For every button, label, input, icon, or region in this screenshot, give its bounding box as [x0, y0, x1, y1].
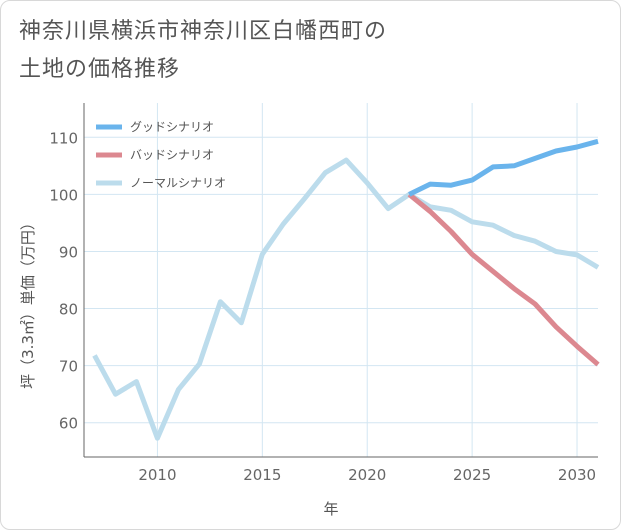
x-axis-title: 年	[323, 500, 338, 518]
y-tick-label: 70	[59, 358, 78, 376]
y-tick-label: 90	[59, 243, 78, 261]
x-tick-label: 2010	[138, 466, 176, 484]
y-tick-label: 110	[49, 129, 78, 147]
y-tick-label: 80	[59, 301, 78, 319]
chart-title-line-1: 神奈川県横浜市神奈川区白幡西町の	[19, 19, 388, 44]
chart-title: 神奈川県横浜市神奈川区白幡西町の 土地の価格推移	[19, 13, 579, 89]
y-tick-label: 100	[49, 186, 78, 204]
legend-label: グッドシナリオ	[130, 120, 214, 134]
series-line-1	[408, 138, 599, 197]
x-tick-label: 2030	[558, 466, 596, 484]
legend-label: ノーマルシナリオ	[130, 176, 226, 190]
chart-title-line-2: 土地の価格推移	[19, 57, 181, 82]
grid-lines	[84, 103, 598, 457]
series-layer	[92, 138, 600, 441]
axes: 2010 2015 2020 2025 2030 60 70 80 90 100 110	[49, 103, 598, 484]
y-tick-label: 60	[59, 415, 78, 433]
x-tick-label: 2020	[348, 466, 386, 484]
series-line-3	[92, 157, 600, 441]
legend-label: バッドシナリオ	[130, 148, 214, 162]
y-axis-title: 坪（3.3㎡）単価（万円）	[19, 215, 37, 389]
x-tick-label: 2025	[453, 466, 491, 484]
x-tick-label: 2015	[243, 466, 281, 484]
series-line-2	[407, 192, 600, 367]
